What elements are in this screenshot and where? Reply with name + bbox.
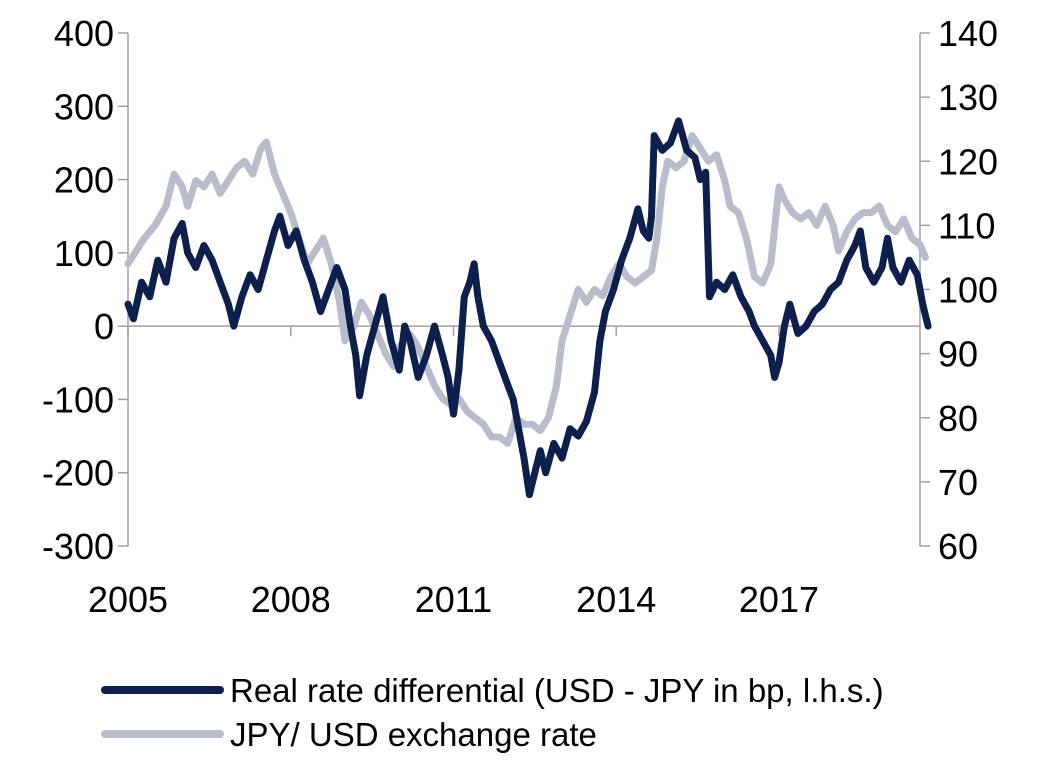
y-tick-right-label: 80: [938, 398, 978, 439]
series-line-real-rate-differential: [124, 117, 932, 499]
x-tick-label: 2008: [251, 579, 331, 620]
y-tick-right-label: 60: [938, 526, 978, 567]
legend-label-jpy-usd: JPY/ USD exchange rate: [230, 716, 597, 753]
x-tick-label: 2014: [576, 579, 656, 620]
y-tick-left-label: 0: [94, 306, 114, 347]
y-tick-right-label: 120: [938, 141, 998, 182]
legend: Real rate differential (USD - JPY in bp,…: [101, 672, 884, 753]
y-tick-right-label: 130: [938, 77, 998, 118]
y-tick-left-label: -300: [42, 526, 114, 567]
y-tick-left-label: 100: [54, 233, 114, 274]
y-tick-left-label: 300: [54, 86, 114, 127]
y-tick-left-label: -200: [42, 453, 114, 494]
y-tick-right-label: 110: [938, 205, 995, 246]
legend-label-real-rate-differential: Real rate differential (USD - JPY in bp,…: [230, 672, 884, 709]
y-tick-right-label: 70: [938, 462, 978, 503]
y-tick-left-label: -100: [42, 379, 114, 420]
y-tick-left-label: 400: [54, 13, 114, 54]
series-layer: [124, 117, 932, 499]
axes-group: 400 300 200 100 0 -100 -200 -300 140 130 120 110 100…: [42, 13, 998, 620]
x-tick-label: 2011: [415, 579, 492, 620]
y-tick-right-label: 140: [938, 13, 998, 54]
x-tick-label: 2005: [88, 579, 168, 620]
x-tick-label: 2017: [739, 579, 819, 620]
series-line-jpy-usd: [124, 132, 929, 447]
y-tick-left-label: 200: [54, 160, 114, 201]
y-tick-right-label: 90: [938, 334, 978, 375]
y-tick-right-label: 100: [938, 270, 998, 311]
